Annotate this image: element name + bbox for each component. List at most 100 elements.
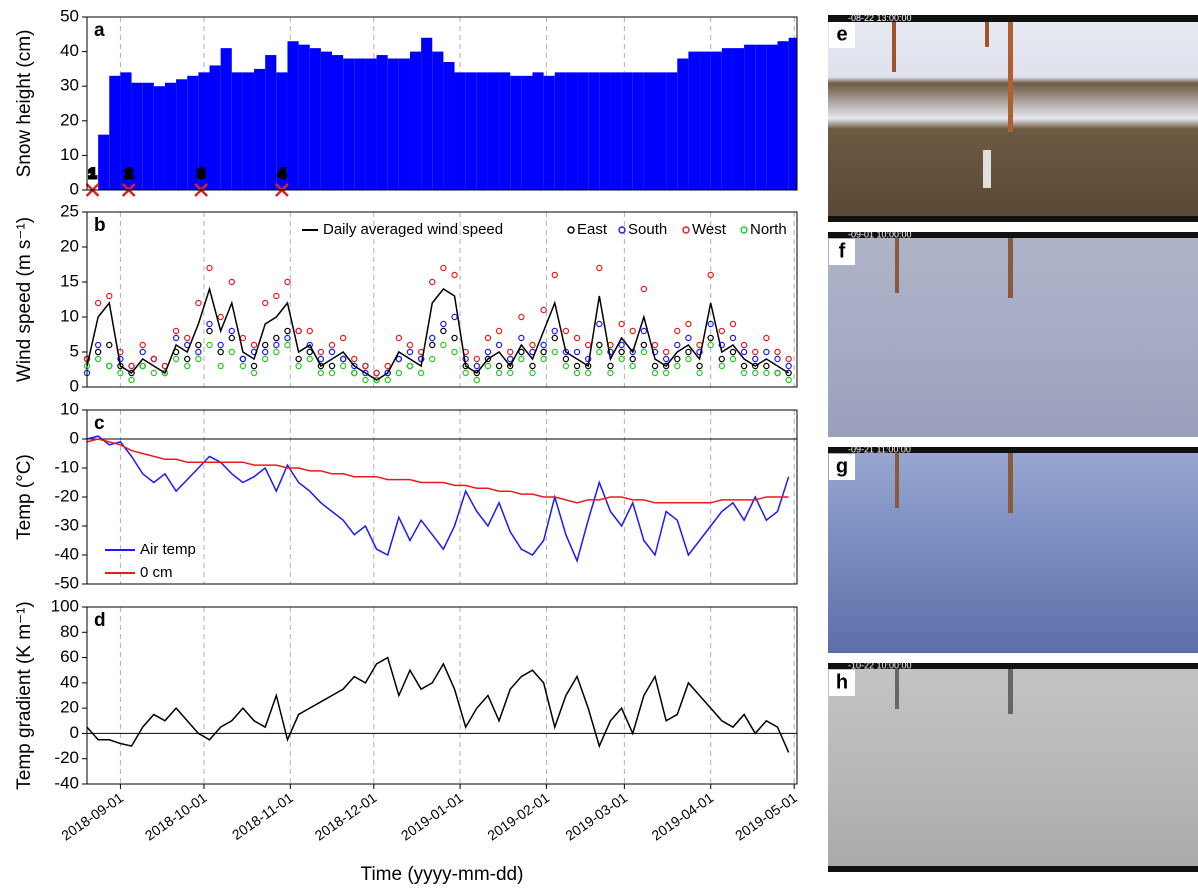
point [284,341,291,349]
point [339,355,347,363]
legend-label: Daily averaged wind speed [323,221,503,238]
point [562,355,570,363]
point [573,362,581,370]
point [239,334,247,342]
point [740,362,748,370]
point [785,355,792,363]
x-tick-label: 2018-10-01 [142,789,210,843]
point [584,341,592,349]
panel: 0 10 20 30 40 50 1 2 3 4 a Snow height (cm) [14,6,798,198]
point [117,355,124,363]
point [629,348,636,356]
bar [343,58,355,190]
bar [287,41,299,190]
point [518,348,525,356]
bar [565,72,578,190]
photo-h: -10-22 10:00:00 h [828,660,1198,872]
x-axis-title: Time (yyyy-mm-dd) [361,864,524,885]
event-label: 3 [197,165,205,181]
photo-strip [828,232,1198,238]
point [250,341,258,349]
point [295,355,302,363]
point [774,348,781,356]
pole [1008,22,1013,132]
bar [476,72,488,190]
legend-label: West [692,221,727,238]
legend-label: East [577,221,608,238]
point [184,355,191,363]
point [685,348,692,356]
y-tick-label: 10 [60,399,79,418]
y-tick-label: 20 [60,110,79,129]
y-tick-label: -20 [54,486,79,505]
point [473,376,481,384]
point [562,362,570,370]
photo-strip [828,216,1198,222]
point [495,369,503,377]
point [306,327,313,335]
y-axis-title: Snow height (cm) [14,30,35,178]
point [239,355,247,363]
bar [621,72,633,190]
bar [666,72,678,190]
legend-label: 0 cm [140,564,173,581]
photo-label: h [836,671,848,693]
point [195,299,202,307]
y-tick-label: 40 [60,41,79,60]
y-tick-label: -40 [54,773,79,792]
bar [409,51,422,190]
photo-f: -09-01 10:00:00 f [828,229,1198,437]
y-tick-label: 20 [60,698,79,717]
point [406,362,414,370]
point [429,334,436,342]
point [228,278,235,286]
point [94,341,102,349]
point [729,355,737,363]
point [740,369,748,377]
point [117,369,124,377]
y-tick-label: 5 [70,341,79,360]
point [139,341,146,349]
point [640,327,648,335]
point [317,355,325,363]
point [562,327,570,335]
point [217,348,224,356]
y-tick-label: 50 [60,6,79,25]
bar [142,82,154,190]
point [685,320,692,328]
bar [532,72,544,190]
bar [543,75,555,190]
plot-frame [86,606,798,785]
point [106,292,113,300]
point [618,341,625,349]
label-box [829,670,855,696]
sensor [983,150,991,188]
point [763,334,770,342]
point [217,362,224,370]
y-tick-label: 10 [60,306,79,325]
pole [892,22,896,72]
panel-letter: b [94,215,106,236]
y-tick-label: 0 [70,428,79,447]
point [451,348,458,356]
point [206,264,213,272]
point [351,355,358,363]
bar [98,134,110,190]
photo-g: -09-21 11:00:00 g [828,444,1198,653]
photo-e: -08-22 13:00:00 e [828,13,1198,222]
plot-frame [86,211,798,388]
legend-swatch [740,226,748,234]
point [484,334,492,342]
point [328,362,336,370]
bar [387,58,399,190]
point [551,334,558,342]
y-tick-label: 25 [60,201,79,220]
bar [176,79,188,190]
point [273,341,280,349]
point [696,369,703,377]
point [339,362,347,370]
photo-label: g [836,455,848,477]
point [484,362,492,370]
point [150,355,158,363]
legend-swatch [682,226,690,234]
